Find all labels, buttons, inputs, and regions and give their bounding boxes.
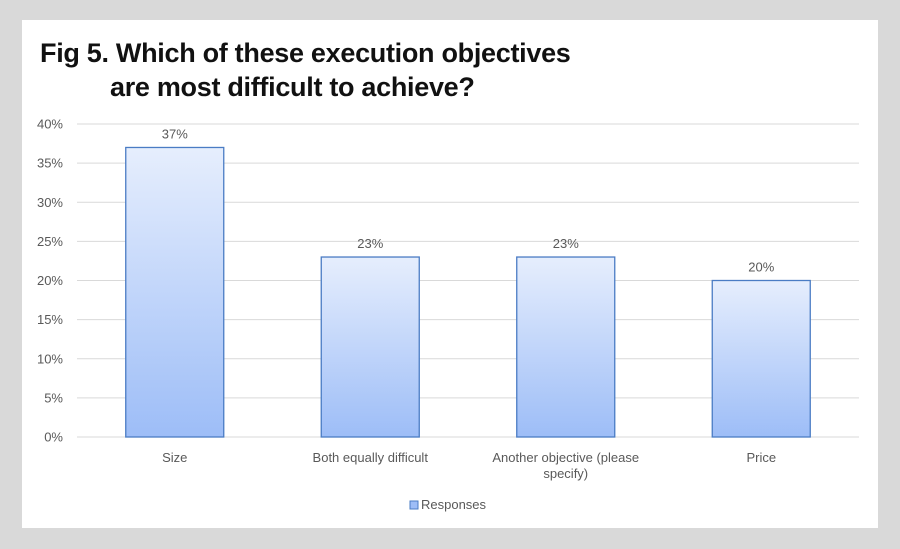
bar bbox=[320, 256, 420, 438]
x-tick-label: Size bbox=[162, 450, 187, 465]
bar bbox=[711, 279, 811, 438]
x-tick-label: Both equally difficult bbox=[313, 450, 429, 465]
bar bbox=[516, 256, 616, 438]
y-tick-label: 20% bbox=[37, 273, 63, 288]
chart-title: Fig 5. Which of these execution objectiv… bbox=[40, 36, 571, 104]
y-tick-label: 10% bbox=[37, 351, 63, 366]
legend-label: Responses bbox=[421, 497, 487, 512]
y-tick-label: 40% bbox=[37, 117, 63, 132]
x-tick-label: Price bbox=[746, 450, 776, 465]
y-tick-label: 0% bbox=[44, 430, 63, 445]
data-label: 20% bbox=[748, 260, 774, 275]
y-tick-label: 25% bbox=[37, 234, 63, 249]
legend-swatch bbox=[409, 500, 419, 510]
y-tick-label: 15% bbox=[37, 312, 63, 327]
y-tick-label: 35% bbox=[37, 156, 63, 171]
x-tick-label: specify) bbox=[543, 466, 588, 481]
y-tick-label: 30% bbox=[37, 195, 63, 210]
chart-title-line-2: are most difficult to achieve? bbox=[110, 72, 475, 102]
x-tick-label: Another objective (please bbox=[492, 450, 639, 465]
y-tick-label: 5% bbox=[44, 390, 63, 405]
bar bbox=[125, 146, 225, 438]
data-label: 23% bbox=[357, 236, 383, 251]
chart-card: Fig 5. Which of these execution objectiv… bbox=[22, 20, 878, 528]
data-label: 37% bbox=[162, 126, 188, 141]
data-label: 23% bbox=[553, 236, 579, 251]
chart-title-line-1: Fig 5. Which of these execution objectiv… bbox=[40, 38, 571, 68]
bar-chart: 0% 5% 10% 15% 20% 25% 30% 35% 40% 37% Size 23% Both… bbox=[37, 117, 859, 512]
